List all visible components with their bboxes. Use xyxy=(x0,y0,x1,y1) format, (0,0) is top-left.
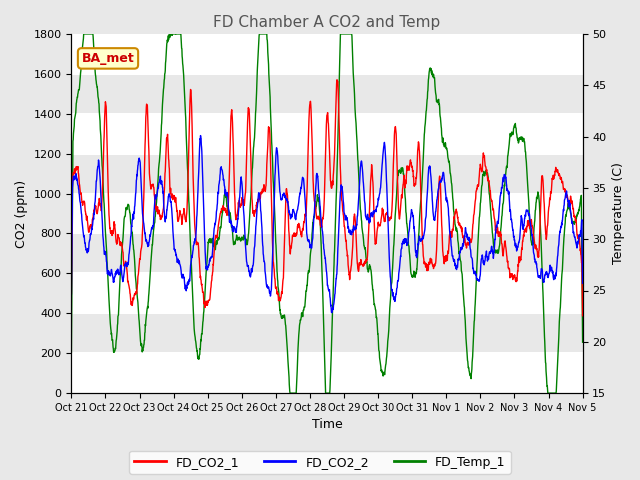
Y-axis label: Temperature (C): Temperature (C) xyxy=(612,163,625,264)
Title: FD Chamber A CO2 and Temp: FD Chamber A CO2 and Temp xyxy=(213,15,440,30)
Bar xyxy=(72,193,582,233)
Y-axis label: CO2 (ppm): CO2 (ppm) xyxy=(15,180,28,248)
Legend: FD_CO2_1, FD_CO2_2, FD_Temp_1: FD_CO2_1, FD_CO2_2, FD_Temp_1 xyxy=(129,451,511,474)
Bar xyxy=(72,353,582,393)
X-axis label: Time: Time xyxy=(312,419,342,432)
Text: BA_met: BA_met xyxy=(82,52,134,65)
Bar xyxy=(72,114,582,154)
Bar xyxy=(72,34,582,74)
Bar xyxy=(72,274,582,313)
